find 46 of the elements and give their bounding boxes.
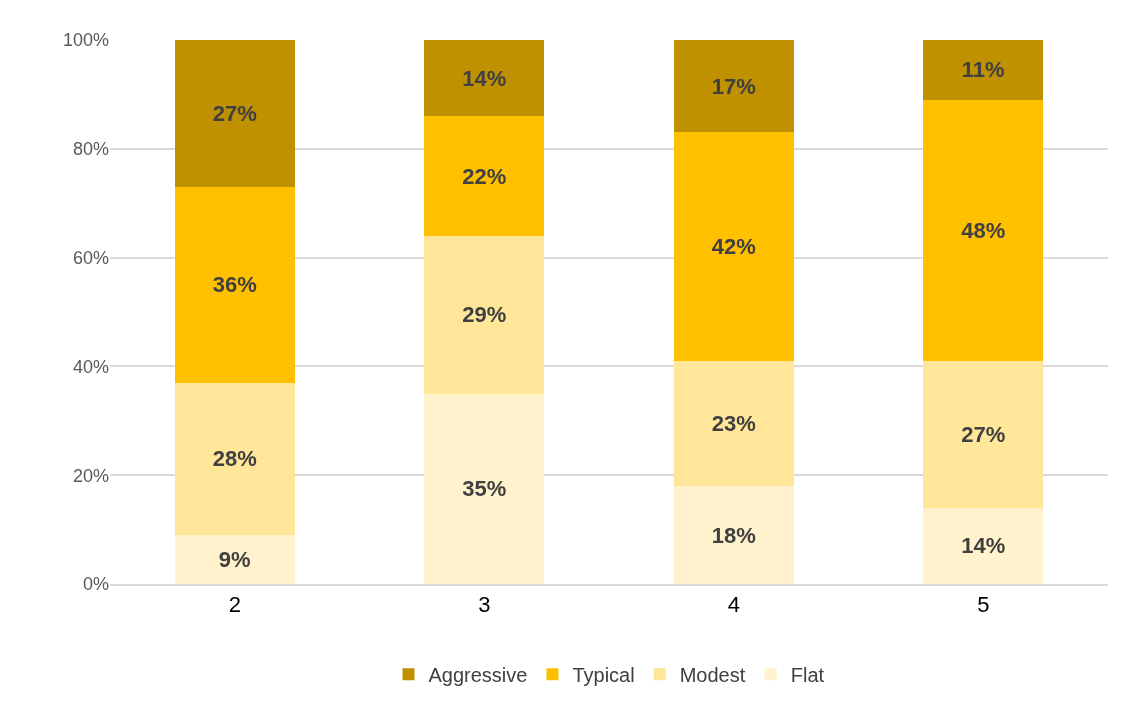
- data-label: 14%: [961, 533, 1006, 559]
- data-label: 18%: [711, 522, 756, 548]
- legend-label: Flat: [790, 664, 825, 687]
- data-label: 11%: [961, 57, 1005, 83]
- bar: [923, 40, 1044, 100]
- x-tick-label: 4: [727, 592, 740, 618]
- data-label: 48%: [961, 217, 1006, 243]
- bar: [673, 40, 794, 133]
- data-label: 27%: [212, 100, 257, 126]
- bar: [923, 360, 1044, 508]
- bar: [424, 235, 545, 394]
- data-label: 22%: [462, 163, 507, 189]
- data-label: 42%: [711, 234, 756, 260]
- bar: [424, 393, 545, 584]
- y-tick-label: 0%: [82, 574, 109, 595]
- bar: [174, 382, 295, 536]
- x-tick-label: 2: [228, 592, 241, 618]
- data-label: 36%: [212, 272, 257, 298]
- bar: [673, 360, 794, 487]
- data-label: 14%: [462, 65, 507, 91]
- legend-label: Modest: [679, 664, 746, 687]
- bar: [923, 99, 1044, 361]
- data-label: 29%: [462, 302, 507, 328]
- y-tick-label: 60%: [72, 247, 109, 268]
- y-tick-label: 40%: [72, 356, 109, 377]
- data-label: 35%: [462, 476, 507, 502]
- bar: [174, 186, 295, 383]
- bar: [424, 40, 545, 117]
- bar: [923, 507, 1044, 584]
- data-label: 23%: [711, 411, 756, 437]
- x-tick-label: 3: [478, 592, 491, 618]
- legend-label: Aggressive: [428, 664, 528, 687]
- bar: [673, 486, 794, 584]
- data-label: 17%: [711, 73, 756, 99]
- y-tick-label: 20%: [72, 465, 109, 486]
- legend-label: Typical: [572, 664, 635, 687]
- data-label: 27%: [961, 421, 1006, 447]
- y-tick-label: 80%: [72, 139, 109, 160]
- bar: [673, 132, 794, 361]
- bar: [424, 116, 545, 236]
- bar: [174, 535, 295, 584]
- x-tick-label: 5: [977, 592, 990, 618]
- data-label: 28%: [212, 446, 257, 472]
- y-tick-label: 100%: [62, 30, 109, 51]
- bar: [174, 40, 295, 187]
- data-label: 9%: [218, 547, 251, 573]
